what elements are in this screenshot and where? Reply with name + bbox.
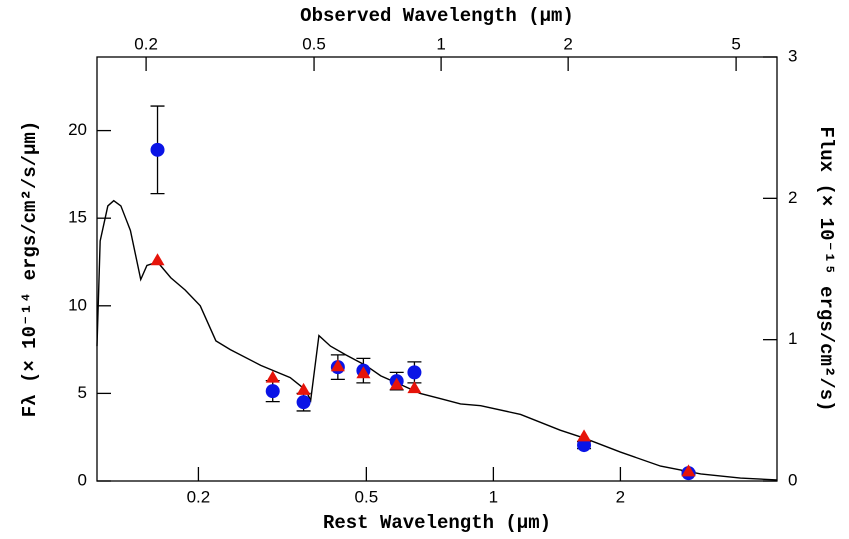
y-tick-label: 20 bbox=[68, 120, 87, 139]
data-point bbox=[150, 142, 165, 157]
x2-tick-label: 0.2 bbox=[134, 34, 158, 53]
y-tick-label: 5 bbox=[78, 383, 87, 402]
model-point bbox=[265, 370, 280, 383]
model-point bbox=[330, 359, 345, 372]
y2-tick-label: 0 bbox=[788, 470, 797, 489]
y-tick-label: 10 bbox=[68, 295, 87, 314]
model-point bbox=[150, 253, 165, 266]
x-tick-label: 1 bbox=[489, 487, 498, 506]
x-tick-label: 0.5 bbox=[355, 487, 379, 506]
plot-frame bbox=[96, 56, 778, 482]
data-point bbox=[577, 438, 592, 453]
model-point bbox=[407, 381, 422, 394]
x-axis-title: Rest Wavelength (μm) bbox=[323, 512, 551, 534]
model-point bbox=[681, 464, 696, 477]
x2-tick-label: 1 bbox=[436, 34, 445, 53]
y2-tick-label: 3 bbox=[788, 46, 797, 65]
x-tick-label: 2 bbox=[616, 487, 625, 506]
model-point bbox=[389, 377, 404, 390]
x2-axis-title: Observed Wavelength (μm) bbox=[300, 5, 574, 27]
y-axis-title: Fλ (× 10⁻¹⁴ ergs/cm²/s/μm) bbox=[19, 121, 41, 418]
y2-tick-label: 1 bbox=[788, 329, 797, 348]
y2-axis-title: Flux (× 10⁻¹⁵ ergs/cm²/s) bbox=[815, 126, 837, 411]
x-tick-label: 0.2 bbox=[187, 487, 211, 506]
data-point bbox=[296, 395, 311, 410]
model-point bbox=[577, 429, 592, 442]
x2-tick-label: 2 bbox=[563, 34, 572, 53]
y2-tick-label: 2 bbox=[788, 188, 797, 207]
x2-tick-label: 5 bbox=[731, 34, 740, 53]
data-point bbox=[407, 365, 422, 380]
model-point bbox=[296, 382, 311, 395]
spectrum-line bbox=[96, 199, 778, 481]
y-tick-label: 0 bbox=[78, 470, 87, 489]
data-point bbox=[265, 384, 280, 399]
x2-tick-label: 0.5 bbox=[302, 34, 326, 53]
model-point bbox=[356, 366, 371, 379]
y-tick-label: 15 bbox=[68, 208, 87, 227]
